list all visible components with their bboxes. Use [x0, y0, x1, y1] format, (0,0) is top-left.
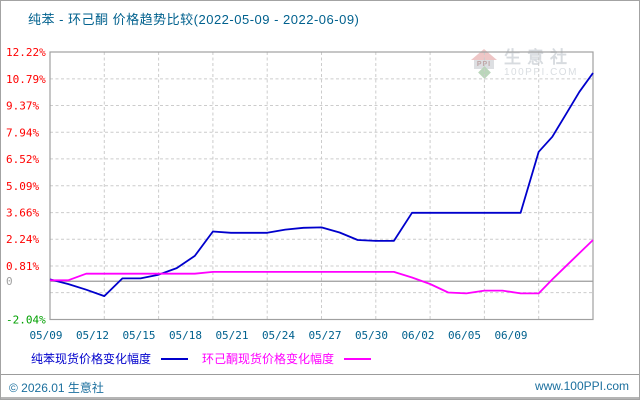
- footer-bar: © 2026.01 生意社 www.100PPI.com: [1, 374, 639, 399]
- y-axis-label: 5.09%: [6, 180, 39, 193]
- x-axis-label: 05/21: [215, 329, 248, 342]
- x-axis-label: 05/12: [76, 329, 109, 342]
- y-axis-label: 2.24%: [6, 233, 39, 246]
- y-axis-label: 10.79%: [6, 73, 46, 86]
- chart-legend: 纯苯现货价格变化幅度 环己酮现货价格变化幅度: [31, 350, 385, 367]
- x-axis-label: 05/30: [355, 329, 388, 342]
- price-line-benzene: [49, 72, 594, 298]
- y-axis-label: 3.66%: [6, 207, 39, 220]
- chart-title: 纯苯 - 环己酮 价格趋势比较(2022-05-09 - 2022-06-09): [28, 12, 360, 27]
- x-axis-label: 05/24: [262, 329, 295, 342]
- y-axis-label: 6.52%: [6, 153, 39, 166]
- chart-canvas: 12.22% 10.79% 9.37% 7.94% 6.52% 5.09% 3.66% 2.2…: [6, 46, 594, 342]
- x-axis-label: 05/15: [122, 329, 155, 342]
- site-url-link[interactable]: www.100PPI.com: [534, 379, 629, 393]
- copyright-text: © 2026.01 生意社: [9, 381, 104, 395]
- watermark-text: 生意社 100PPI.COM: [504, 48, 578, 79]
- x-axis-label: 05/18: [169, 329, 202, 342]
- legend-line-cyclohexanone: [344, 357, 372, 360]
- x-axis-label: 06/09: [494, 329, 527, 342]
- y-axis-label: 0: [6, 275, 13, 288]
- x-axis-label: 05/27: [308, 329, 341, 342]
- price-line-cyclohexanone: [50, 239, 594, 295]
- y-axis-label: -2.04%: [6, 314, 46, 327]
- y-axis-label: 12.22%: [6, 46, 46, 59]
- plot-frame: [49, 51, 594, 321]
- legend-label-cyclohexanone: 环己酮现货价格变化幅度: [202, 352, 335, 366]
- x-axis-label: 05/09: [29, 329, 62, 342]
- x-axis-label: 06/02: [401, 329, 434, 342]
- legend-label-benzene: 纯苯现货价格变化幅度: [31, 352, 152, 366]
- watermark-site: 100PPI.COM: [504, 67, 578, 78]
- y-axis-label: 9.37%: [6, 99, 39, 112]
- y-axis-label: 7.94%: [6, 126, 39, 139]
- x-axis-label: 06/05: [448, 329, 481, 342]
- watermark-brand: 生意社: [504, 48, 573, 67]
- legend-line-benzene: [161, 357, 189, 360]
- y-axis-label: 0.81%: [6, 260, 39, 273]
